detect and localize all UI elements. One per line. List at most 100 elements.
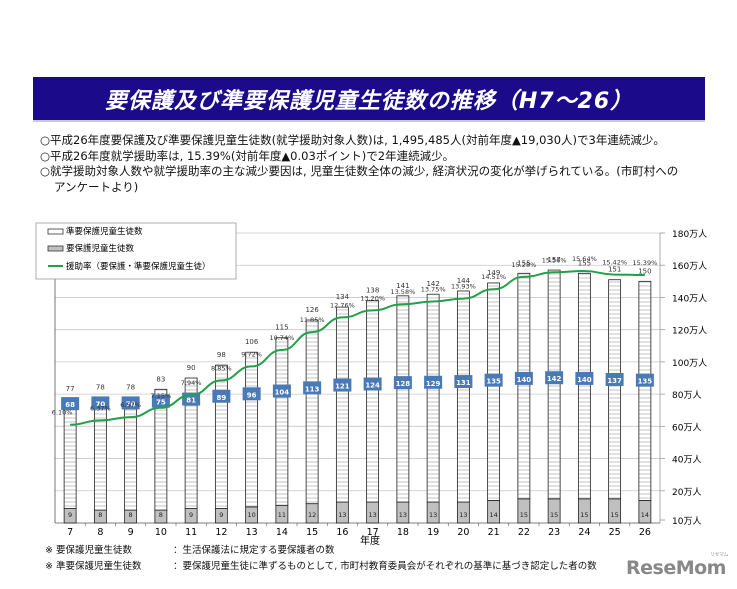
y-tick-label: 180万人 [672, 229, 707, 240]
footnote-key: ※ 要保護児童生徒数 [45, 545, 132, 556]
bar-label-box-junyohogo [575, 371, 594, 385]
bar-junyohogo [184, 377, 198, 509]
footnote-value: ：要保護児童生徒に準ずるものとして, 市町村教育委員会がそれぞれの基準に基づき認… [173, 561, 597, 572]
bar-label-box-junyohogo [424, 375, 443, 389]
x-tick-label: 24 [578, 527, 590, 538]
rate-label: 13.93% [451, 283, 476, 291]
bar-label-junyohogo: 89 [217, 394, 227, 402]
y-tick-label: 10万人 [672, 516, 701, 527]
logo-text: ReseMom [626, 557, 726, 579]
bar-label-total: 126 [305, 306, 319, 314]
bar-label-yohogo: 9 [219, 511, 223, 519]
bar-label-box-junyohogo [333, 378, 352, 392]
rate-line-path [70, 270, 645, 426]
bar-label-junyohogo: 135 [638, 378, 653, 386]
bar-label-junyohogo: 104 [275, 389, 290, 397]
bar-label-box-junyohogo [454, 375, 473, 389]
bar-label-yohogo: 13 [459, 511, 467, 519]
bar-junyohogo [517, 272, 531, 500]
resemom-logo[interactable]: ReseMom リセマム [626, 552, 728, 579]
bullet-item: ○平成26年度要保護及び準要保護児童生徒数(就学援助対象人数)は, 1,495,… [40, 133, 665, 147]
bar-label-total: 157 [547, 256, 560, 264]
bar-junyohogo [93, 396, 107, 511]
x-tick-label: 26 [639, 527, 651, 538]
bar-label-box-junyohogo [151, 394, 170, 408]
rate-label: 7.15% [151, 392, 172, 400]
legend: 準要保護児童生徒数 要保護児童生徒数 援助率（要保護・準要保護児童生徒） [35, 222, 237, 280]
bar-label-total: 90 [187, 364, 196, 372]
rate-label: 15.64% [572, 255, 597, 263]
bar-label-junyohogo: 140 [517, 376, 532, 384]
bar-label-yohogo: 13 [399, 511, 407, 519]
bar-junyohogo [245, 351, 259, 508]
rate-label: 6.57% [120, 401, 141, 409]
legend-label-junyohogo: 準要保護児童生徒数 [66, 226, 143, 237]
y-tick-label: 100万人 [672, 358, 707, 369]
bar-label-total: 142 [426, 280, 439, 288]
bar-label-box-junyohogo [272, 384, 291, 398]
bar-junyohogo [426, 293, 440, 503]
rate-label: 13.75% [421, 285, 446, 293]
bar-label-box-junyohogo [91, 396, 110, 410]
bar-label-yohogo: 15 [580, 511, 588, 519]
bar-label-box-junyohogo [605, 372, 624, 386]
bar-junyohogo [487, 282, 501, 501]
y-tick-label: 140万人 [672, 293, 707, 304]
bar-label-yohogo: 13 [368, 511, 376, 519]
bar-junyohogo [577, 272, 591, 500]
bar-label-yohogo: 15 [610, 511, 618, 519]
bar-label-total: 144 [457, 277, 471, 285]
bar-label-total: 149 [487, 269, 500, 277]
bar-label-box-junyohogo [635, 373, 654, 387]
bar-junyohogo [335, 306, 349, 503]
bar-label-total: 83 [156, 375, 165, 383]
y-axis-right: 10万人 20万人 40万人 60万人 80万人 100万人 120万人 140万人 160万人… [660, 229, 707, 527]
legend-box [35, 222, 237, 280]
bar-label-yohogo: 14 [641, 511, 649, 519]
bar-label-total: 155 [517, 259, 530, 267]
x-tick-label: 22 [518, 527, 530, 538]
rate-label: 14.51% [481, 273, 506, 281]
bar-label-box-junyohogo [484, 373, 503, 387]
bar-label-yohogo: 13 [429, 511, 437, 519]
rate-label: 9.72% [241, 350, 262, 358]
bar-label-box-junyohogo [121, 396, 140, 410]
bar-label-box-junyohogo [303, 381, 322, 395]
x-axis-label: 年度 [360, 534, 380, 547]
title-bar: 要保護及び準要保護児童生徒数の推移（H7〜26） [33, 77, 705, 122]
rate-line: 6.10% 6.37% 6.57% 7.15% 7.94% 8.85% 9.72% 10.74… [52, 255, 657, 426]
footnote-key: ※ 準要保護児童生徒数 [45, 561, 142, 572]
footnote-value: ：生活保護法に規定する要保護者の数 [173, 545, 335, 556]
x-tick-label: 20 [457, 527, 469, 538]
rate-label: 6.37% [90, 404, 111, 412]
bar-label-yohogo: 12 [308, 511, 316, 519]
x-tick-label: 17 [367, 527, 379, 538]
x-tick-label: 12 [215, 527, 227, 538]
bar-label-box-junyohogo [514, 371, 533, 385]
bar-junyohogo [456, 290, 470, 503]
bars: 9 68 77 8 70 78 8 70 78 8 75 83 9 81 90 9 89 98 10 96 106 11 1… [61, 256, 654, 524]
x-tick-label: 23 [548, 527, 560, 538]
bar-label-junyohogo: 124 [365, 382, 380, 390]
bar-label-yohogo: 14 [489, 511, 497, 519]
bullet-item: ○就学援助対象人数や就学援助率の主な減少要因は, 児童生徒数全体の減少, 経済状… [40, 164, 679, 194]
y-tick-label: 160万人 [672, 261, 707, 272]
summary-bullets: ○平成26年度要保護及び準要保護児童生徒数(就学援助対象人数)は, 1,495,… [40, 133, 680, 195]
bar-label-junyohogo: 75 [156, 399, 166, 407]
bar-label-total: 138 [366, 287, 379, 295]
bar-label-yohogo: 13 [338, 511, 346, 519]
bar-label-yohogo: 9 [189, 511, 193, 519]
bar-label-box-junyohogo [212, 389, 231, 403]
bar-label-junyohogo: 81 [186, 397, 196, 405]
y-tick-label: 120万人 [672, 326, 707, 337]
x-tick-label: 25 [609, 527, 621, 538]
bar-junyohogo [154, 388, 168, 511]
bar-label-junyohogo: 129 [426, 380, 441, 388]
bar-junyohogo [305, 319, 319, 505]
legend-label-rate: 援助率（要保護・準要保護児童生徒） [66, 261, 211, 272]
y-tick-label: 60万人 [672, 422, 701, 433]
bar-label-total: 78 [126, 383, 135, 391]
x-tick-label: 16 [336, 527, 348, 538]
bar-label-total: 77 [66, 385, 75, 393]
rate-label: 15.56% [542, 256, 567, 264]
